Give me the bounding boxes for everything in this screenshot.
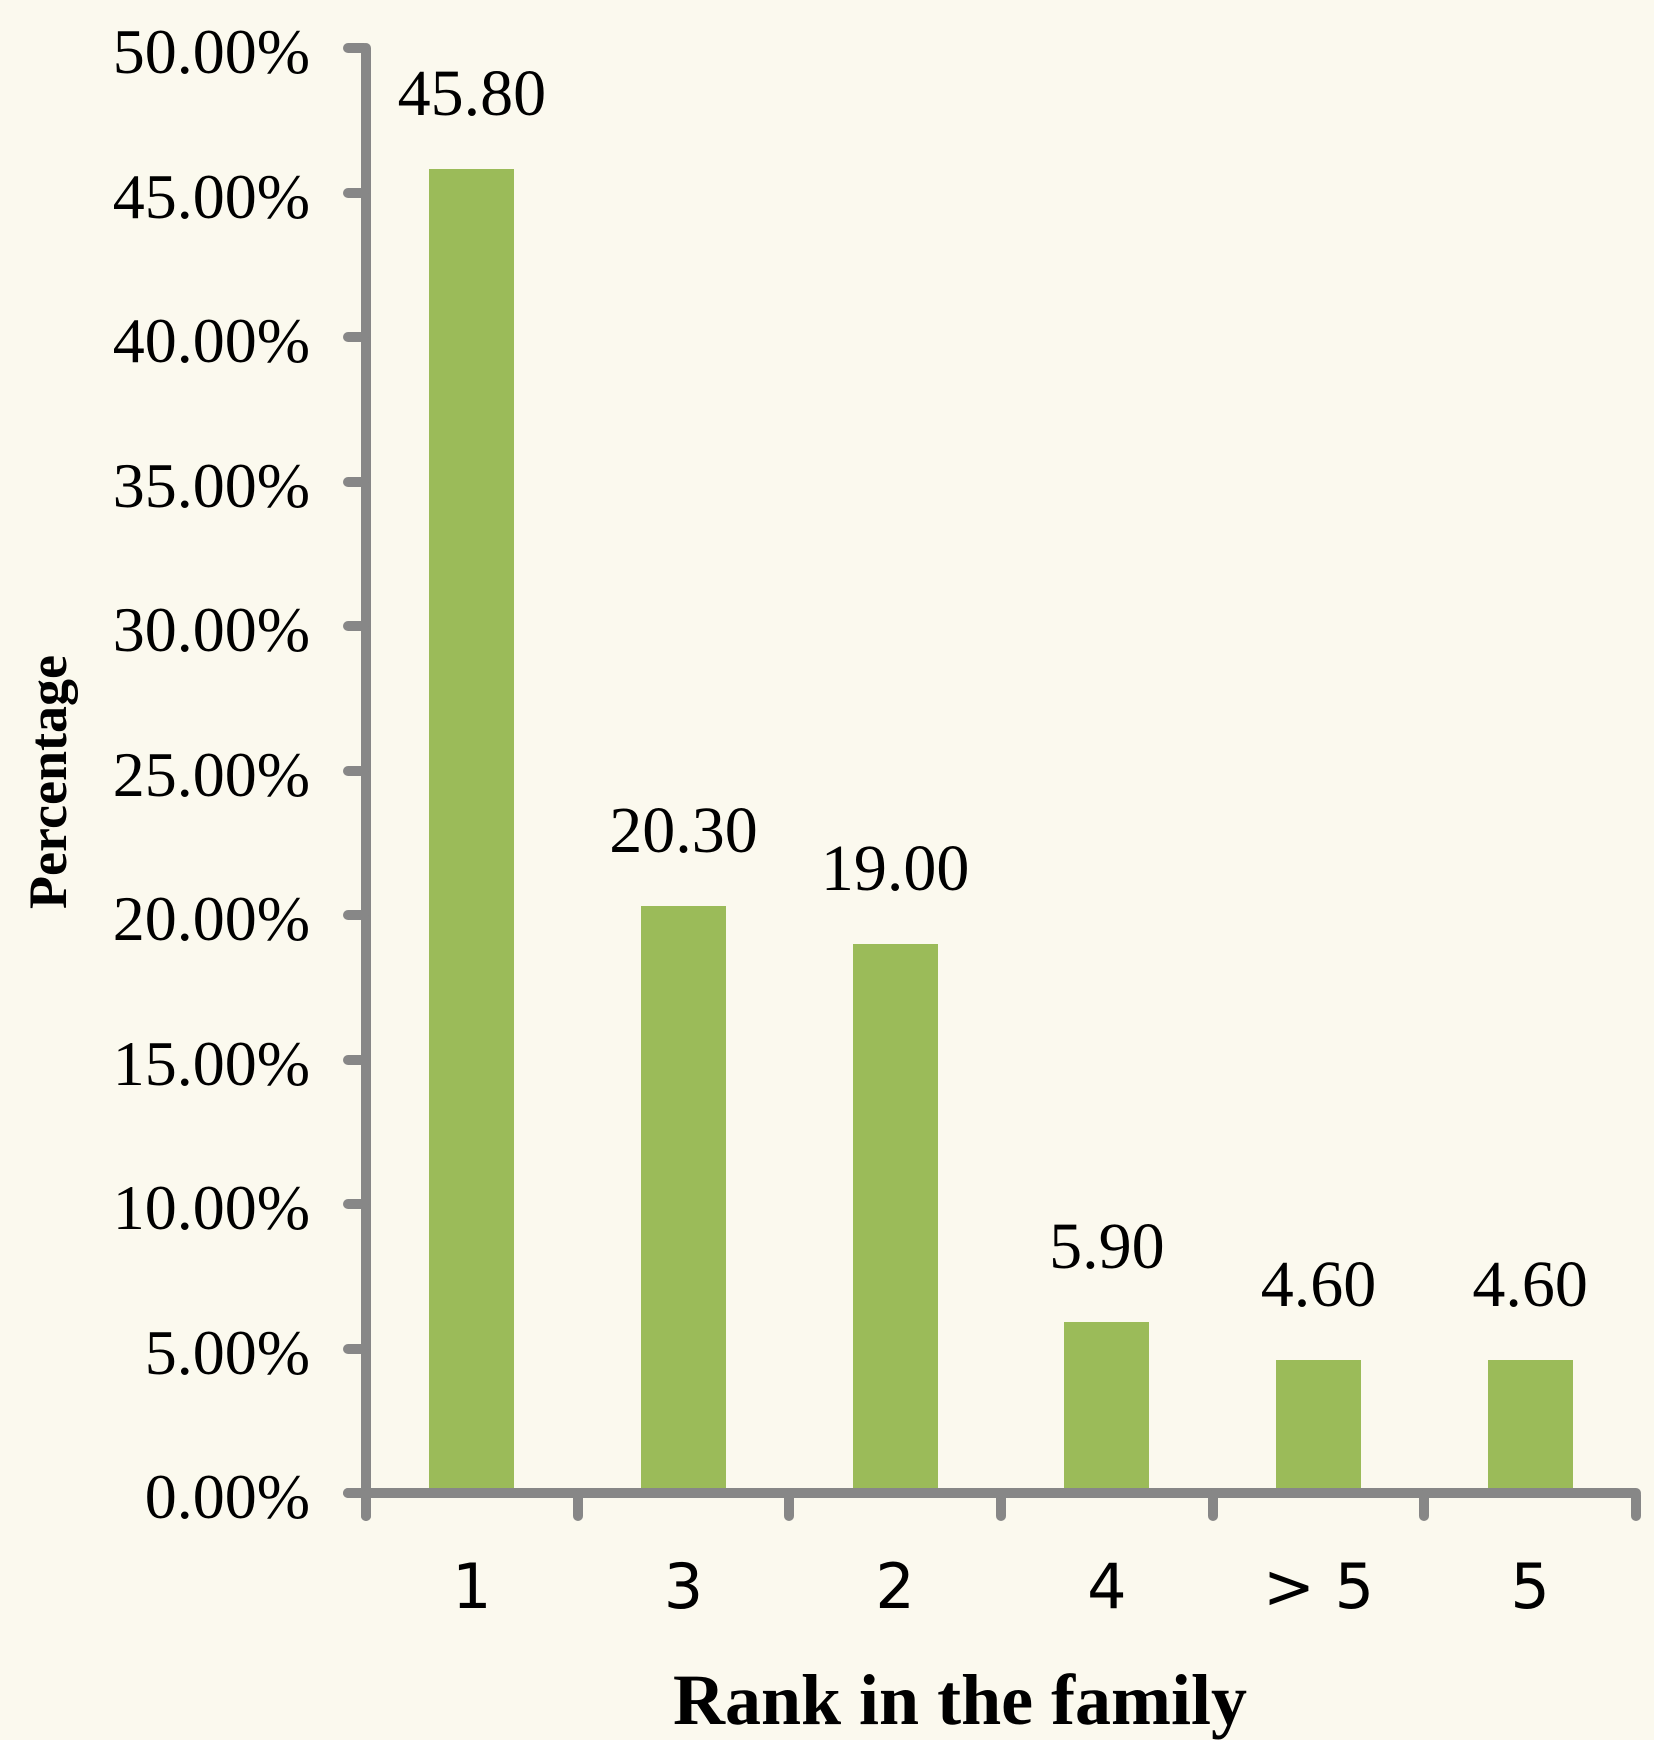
y-tick-label: 45.00%: [112, 160, 310, 232]
y-tick-label: 20.00%: [112, 883, 310, 954]
category-label: 5: [1510, 1550, 1550, 1623]
bar-2: [641, 906, 726, 1488]
y-axis-tick: [343, 1488, 369, 1498]
category-label: 3: [663, 1550, 704, 1623]
y-tick-label: 5.00%: [144, 1316, 310, 1388]
y-tick-label: 0.00%: [144, 1461, 310, 1532]
data-label: 4.60: [1472, 1248, 1588, 1322]
y-axis-tick: [343, 476, 369, 487]
x-axis-tick: [1207, 1490, 1218, 1521]
y-axis-tick: [343, 765, 369, 776]
x-axis-tick: [1419, 1490, 1430, 1521]
y-axis-title: Percentage: [18, 655, 78, 909]
x-axis-tick: [1631, 1490, 1641, 1521]
y-axis-tick: [343, 910, 369, 920]
y-tick-label: 25.00%: [112, 738, 310, 810]
y-axis-tick: [343, 187, 369, 198]
y-axis-tick: [343, 332, 369, 342]
y-tick-label: 35.00%: [112, 449, 310, 521]
bar-5: [1276, 1360, 1361, 1488]
x-axis-tick: [996, 1490, 1006, 1521]
y-axis-tick: [343, 1054, 369, 1065]
y-axis-tick: [343, 1199, 369, 1209]
y-axis-tick: [343, 1343, 369, 1354]
category-label: 1: [452, 1550, 492, 1623]
category-label: > 5: [1262, 1550, 1375, 1623]
data-label: 19.00: [820, 831, 970, 905]
bar-3: [852, 943, 938, 1488]
x-axis-tick: [361, 1490, 371, 1521]
data-label: 5.90: [1049, 1210, 1165, 1284]
y-tick-label: 10.00%: [112, 1172, 310, 1243]
y-axis-line: [361, 43, 371, 1521]
bar-1: [429, 169, 515, 1488]
bar-6: [1487, 1360, 1573, 1488]
y-axis-tick: [343, 43, 369, 53]
y-tick-label: 15.00%: [112, 1027, 310, 1099]
y-tick-label: 50.00%: [112, 16, 310, 87]
y-axis-tick: [343, 621, 369, 631]
category-label: 4: [1087, 1550, 1127, 1623]
data-label: 45.80: [397, 57, 547, 131]
data-label: 20.30: [609, 794, 758, 868]
x-axis-line: [343, 1488, 1641, 1498]
x-axis-tick: [572, 1490, 583, 1521]
y-tick-label: 30.00%: [112, 594, 310, 665]
x-axis-tick: [784, 1490, 795, 1521]
y-tick-label: 40.00%: [112, 305, 310, 376]
data-label: 4.60: [1260, 1248, 1377, 1322]
bar-4: [1064, 1322, 1150, 1488]
x-axis-title: Rank in the family: [672, 1660, 1248, 1740]
category-label: 2: [875, 1550, 915, 1623]
